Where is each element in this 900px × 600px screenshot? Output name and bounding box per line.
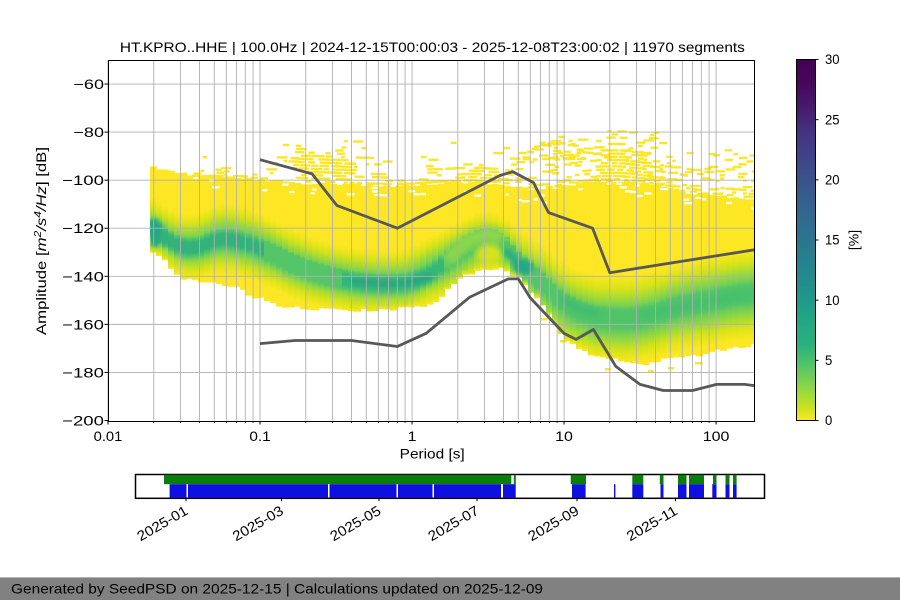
- svg-text:−140: −140: [62, 268, 104, 284]
- svg-text:Period [s]: Period [s]: [400, 446, 465, 462]
- svg-text:100: 100: [703, 428, 730, 444]
- svg-text:15: 15: [825, 232, 840, 248]
- svg-text:1: 1: [408, 428, 417, 444]
- svg-text:5: 5: [825, 352, 832, 368]
- svg-text:−120: −120: [62, 220, 104, 236]
- svg-text:HT.KPRO..HHE | 100.0Hz | 2024-: HT.KPRO..HHE | 100.0Hz | 2024-12-15T00:0…: [120, 39, 745, 55]
- svg-text:10: 10: [555, 428, 573, 444]
- svg-text:Generated by SeedPSD on 2025-1: Generated by SeedPSD on 2025-12-15 | Cal…: [11, 581, 543, 597]
- svg-text:−200: −200: [62, 413, 104, 429]
- svg-text:25: 25: [825, 111, 840, 127]
- svg-text:−180: −180: [62, 364, 104, 380]
- svg-text:10: 10: [825, 292, 840, 308]
- svg-text:−60: −60: [73, 76, 104, 92]
- svg-text:−160: −160: [62, 316, 104, 332]
- svg-text:−100: −100: [62, 172, 104, 188]
- svg-text:[%]: [%]: [846, 230, 862, 250]
- svg-text:30: 30: [825, 51, 840, 67]
- svg-text:−80: −80: [73, 124, 104, 140]
- svg-text:20: 20: [825, 171, 840, 187]
- svg-text:0: 0: [825, 412, 832, 428]
- svg-text:0.01: 0.01: [94, 428, 123, 444]
- svg-text:Amplitude [m2/s4/Hz] [dB]: Amplitude [m2/s4/Hz] [dB]: [33, 147, 49, 335]
- svg-text:0.1: 0.1: [249, 428, 271, 444]
